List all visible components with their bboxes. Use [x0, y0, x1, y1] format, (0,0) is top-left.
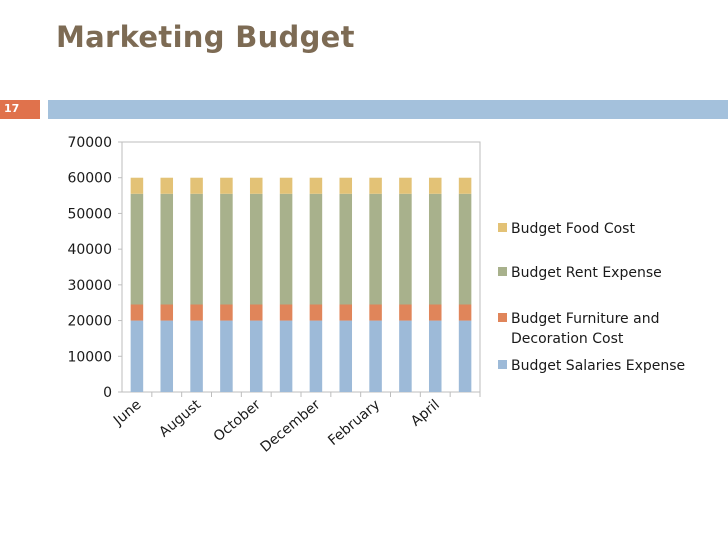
- slide-number: 17: [4, 102, 20, 115]
- slide-title: Marketing Budget: [56, 20, 355, 54]
- bar-segment: [190, 304, 203, 321]
- legend-label: Budget Rent Expense: [511, 265, 662, 281]
- bar-segment: [399, 193, 412, 305]
- bar-segment: [339, 193, 353, 305]
- y-tick-label: 20000: [67, 314, 112, 330]
- bar-segment: [190, 320, 203, 392]
- legend-label: Budget Furniture and: [511, 311, 659, 327]
- y-tick-label: 50000: [67, 206, 112, 222]
- bar-segment: [279, 193, 293, 305]
- x-tick-label: August: [156, 396, 204, 440]
- bar-segment: [190, 177, 203, 194]
- bar-segment: [160, 193, 174, 305]
- bar-segment: [369, 320, 382, 392]
- bar-segment: [220, 177, 233, 194]
- bar-segment: [130, 304, 144, 321]
- x-tick-label: April: [408, 397, 443, 430]
- bar-segment: [249, 304, 263, 321]
- bar-segment: [399, 304, 412, 321]
- x-tick-label: February: [325, 397, 383, 449]
- bar-segment: [309, 177, 323, 194]
- legend-label: Budget Salaries Expense: [511, 358, 685, 374]
- bar-segment: [399, 177, 412, 194]
- bar-segment: [130, 320, 144, 392]
- bar-segment: [160, 320, 174, 392]
- bar-segment: [458, 193, 472, 305]
- legend-label: Budget Food Cost: [511, 221, 635, 237]
- bar-segment: [399, 320, 412, 392]
- y-tick-label: 30000: [67, 278, 112, 294]
- bar-segment: [428, 320, 442, 392]
- bar-segment: [339, 320, 353, 392]
- bar-segment: [130, 177, 144, 194]
- bar-segment: [458, 320, 472, 392]
- x-tick-label: June: [110, 397, 144, 430]
- bar-segment: [309, 320, 323, 392]
- bar-segment: [279, 177, 293, 194]
- bar-segment: [160, 177, 174, 194]
- x-tick-label: October: [211, 397, 264, 445]
- bar-segment: [369, 177, 382, 194]
- bar-segment: [428, 304, 442, 321]
- title-underline-bar: [48, 100, 728, 119]
- y-tick-label: 40000: [67, 242, 112, 258]
- bar-segment: [369, 304, 382, 321]
- bar-segment: [220, 304, 233, 321]
- bar-segment: [309, 304, 323, 321]
- bar-segment: [309, 193, 323, 305]
- bar-segment: [190, 193, 203, 305]
- bar-segment: [249, 193, 263, 305]
- legend-swatch: [498, 313, 507, 322]
- bar-segment: [339, 177, 353, 194]
- bar-segment: [160, 304, 174, 321]
- y-tick-label: 60000: [67, 171, 112, 187]
- bar-segment: [458, 304, 472, 321]
- bar-segment: [249, 320, 263, 392]
- bar-segment: [458, 177, 472, 194]
- bar-segment: [249, 177, 263, 194]
- legend-swatch: [498, 223, 507, 232]
- legend-swatch: [498, 267, 507, 276]
- bar-segment: [279, 320, 293, 392]
- y-tick-label: 0: [103, 385, 112, 401]
- legend-swatch: [498, 360, 507, 369]
- slide-number-box: [0, 100, 40, 119]
- bar-segment: [130, 193, 144, 305]
- bar-segment: [279, 304, 293, 321]
- bar-segment: [220, 320, 233, 392]
- bar-segment: [339, 304, 353, 321]
- bar-segment: [220, 193, 233, 305]
- plot-area-border: [121, 141, 481, 393]
- bar-segment: [369, 193, 382, 305]
- legend-label: Decoration Cost: [511, 331, 624, 347]
- y-tick-label: 70000: [67, 135, 112, 151]
- bar-segment: [428, 177, 442, 194]
- y-tick-label: 10000: [67, 349, 112, 365]
- bar-segment: [428, 193, 442, 305]
- x-tick-label: December: [258, 397, 324, 456]
